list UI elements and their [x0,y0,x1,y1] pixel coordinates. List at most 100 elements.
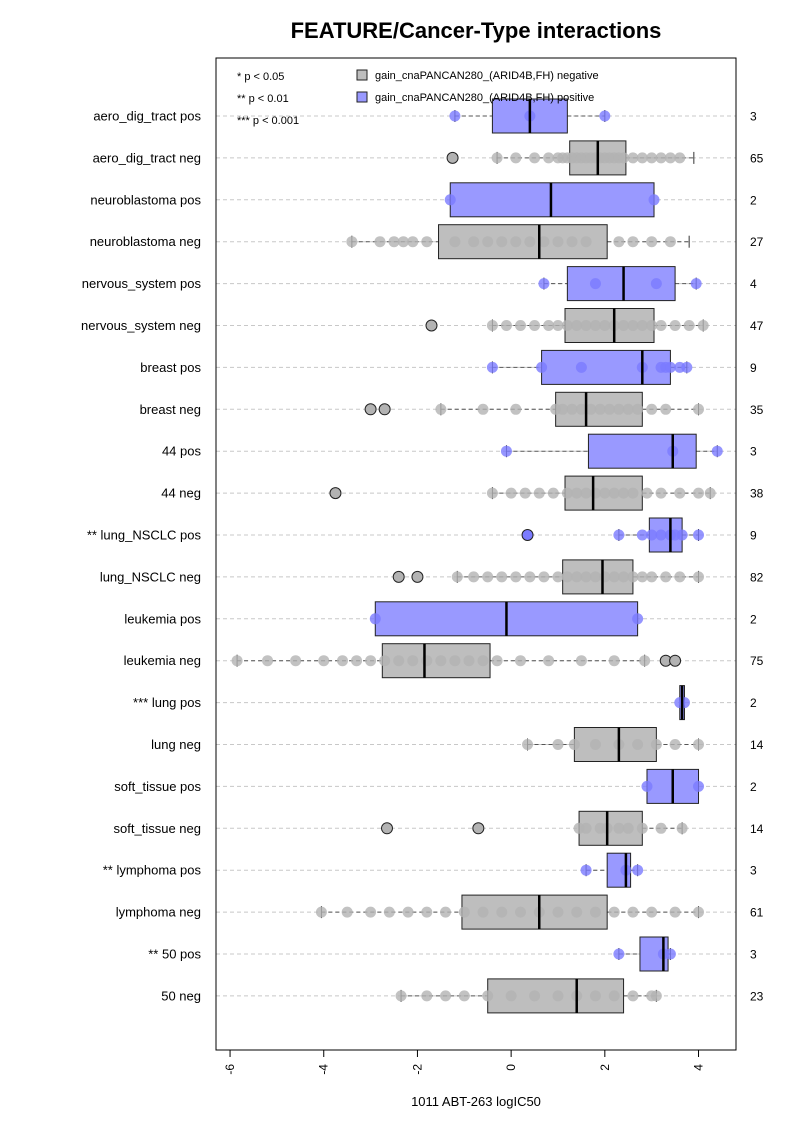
data-point [477,403,489,415]
box-group: nervous_system neg 47 [81,308,764,343]
data-point [351,655,363,667]
data-point [648,194,660,206]
data-point [421,655,433,667]
data-point [482,990,494,1002]
data-point [393,655,405,667]
outlier-point [378,403,391,416]
data-point [639,655,651,667]
data-point [655,487,667,499]
outlier-point [329,487,342,500]
legend-series-label: gain_cnaPANCAN280_(ARID4B,FH) negative [375,70,599,82]
data-point [646,906,658,918]
data-point [500,320,512,331]
count-label: 23 [750,989,764,1003]
data-point [589,990,601,1002]
data-point [491,655,503,667]
x-tick-label: -6 [223,1064,237,1075]
data-point [435,655,447,667]
data-point [580,320,592,331]
count-label: 2 [750,780,757,794]
data-point [641,780,653,792]
data-point [552,320,564,331]
category-label: leukemia pos [124,611,201,626]
data-point [395,990,407,1002]
data-point [676,822,688,834]
data-point [575,361,587,373]
data-point [568,739,580,750]
data-point [641,487,653,499]
count-label: 14 [750,738,764,752]
data-point [575,655,587,667]
category-label: lymphoma neg [116,905,201,920]
data-point [655,529,667,541]
data-point [231,655,243,667]
data-point [632,613,644,625]
data-point [365,906,377,918]
data-point [636,529,648,541]
data-point [650,739,662,750]
data-point [491,152,503,164]
box-group: soft_tissue neg 14 [114,810,764,846]
data-point [444,194,456,206]
data-point [613,403,625,415]
chart-title: FEATURE/Cancer-Type interactions [291,18,662,43]
data-point [646,236,658,248]
data-point [608,487,620,499]
data-point [533,487,545,499]
data-point [421,990,433,1002]
data-point [693,487,705,499]
data-point [571,487,583,499]
data-point [632,739,644,750]
count-label: 2 [750,612,757,626]
data-point [397,236,409,248]
data-point [536,361,548,373]
data-point [561,487,573,499]
data-point [674,152,686,164]
data-point [407,236,419,248]
data-point [632,864,644,876]
data-point [669,906,681,918]
count-label: 65 [750,151,764,165]
data-point [693,403,705,415]
data-point [589,487,601,499]
box-group: ** 50 pos 3 [148,936,757,972]
data-point [552,990,564,1002]
data-point [580,487,592,499]
box [587,433,697,469]
data-point [627,906,639,918]
category-label: neuroblastoma neg [90,234,201,249]
data-point [599,571,611,583]
data-point [627,487,639,499]
data-point [622,822,634,834]
data-point [636,822,648,834]
category-label: *** lung pos [133,695,201,710]
data-point [693,780,705,792]
data-point [618,320,630,331]
data-point [496,236,508,248]
data-point [482,236,494,248]
box [566,266,676,302]
category-label: 44 neg [161,486,201,501]
data-point [543,655,555,667]
box [541,349,671,385]
data-point [704,487,716,499]
box-group: lung neg 14 [151,727,764,762]
data-point [318,655,330,667]
data-point [566,403,578,415]
data-point [500,445,512,457]
box-group: *** lung pos 2 [133,685,757,721]
legend-swatch [356,69,368,81]
outlier-point [669,654,682,667]
box-group: leukemia pos 2 [124,601,757,637]
data-point [482,571,494,583]
outlier-point [472,822,485,835]
data-point [599,320,611,331]
data-point [627,320,639,331]
outlier-point [380,822,393,835]
data-point [543,320,555,331]
data-point [676,529,688,541]
count-label: 27 [750,235,764,249]
box-group: leukemia neg 75 [124,643,764,679]
data-point [608,655,620,667]
data-point [627,236,639,248]
